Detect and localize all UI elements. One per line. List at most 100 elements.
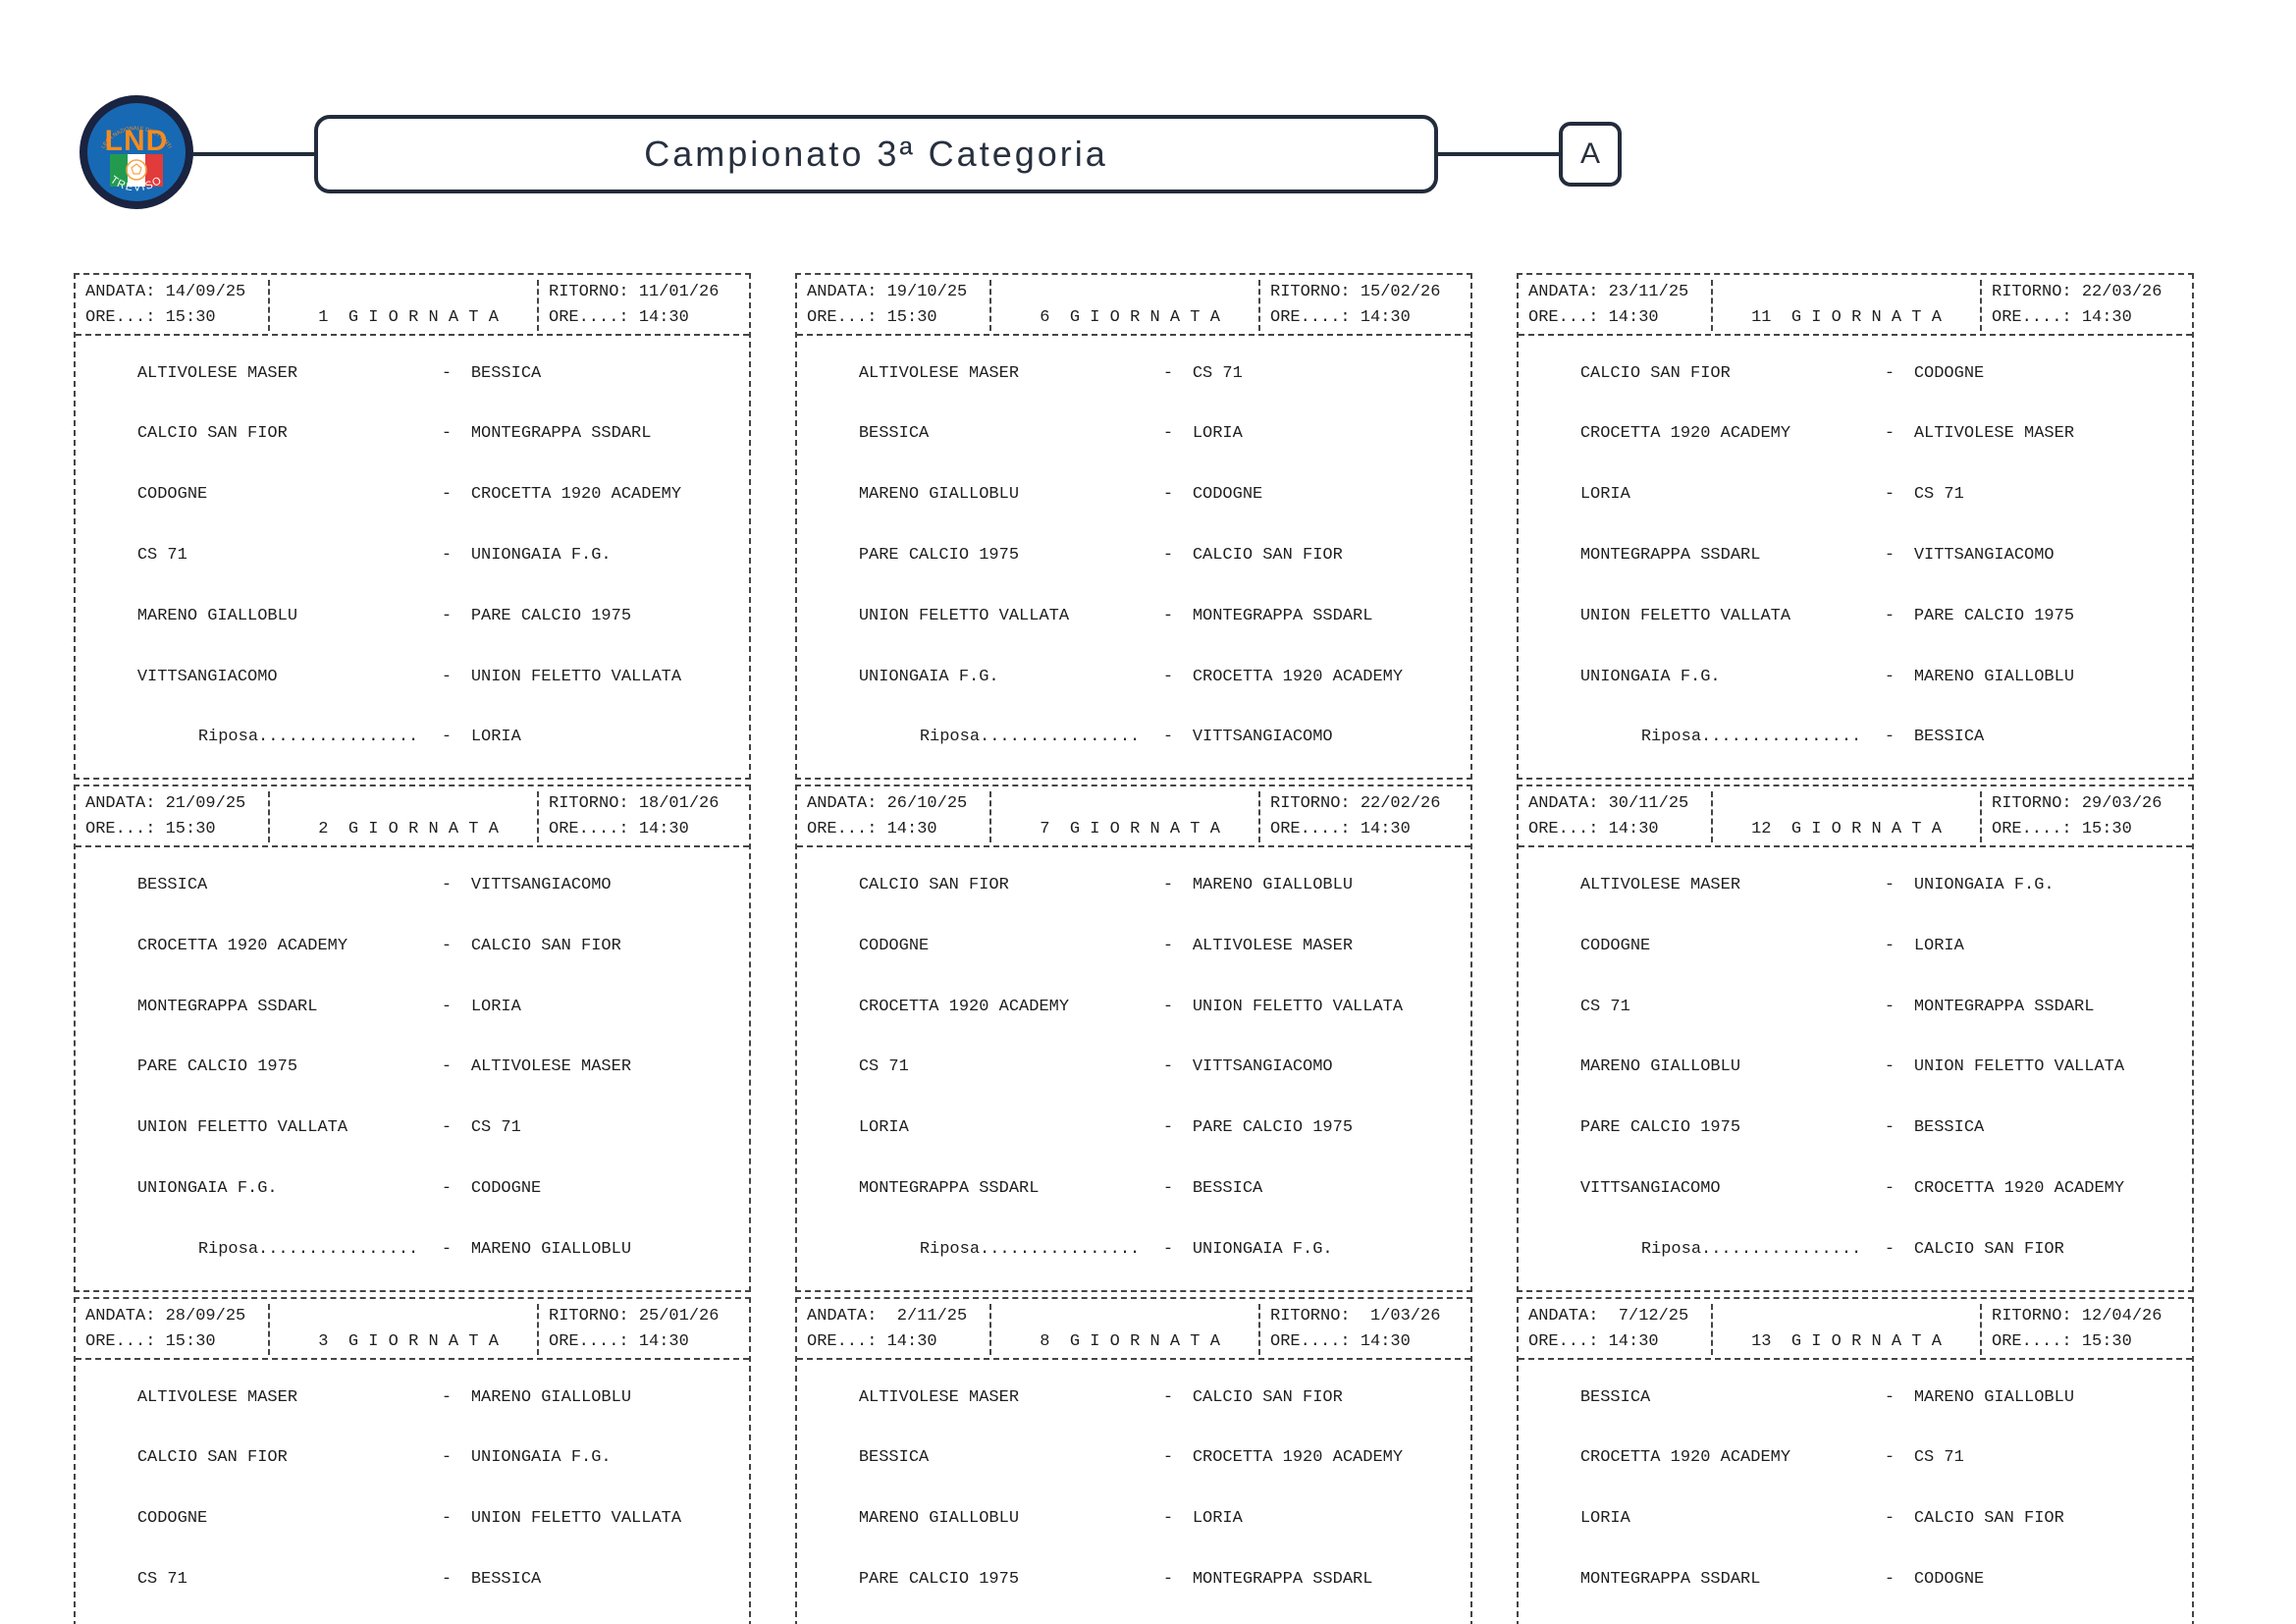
ritorno-date: 22/02/26 xyxy=(1360,794,1441,814)
match-dash: - xyxy=(441,1387,453,1407)
giornata-cell: 2 G I O R N A T A xyxy=(270,791,537,842)
home-team: VITTSANGIACOMO xyxy=(136,667,278,686)
match-row: UNION FELETTO VALLATA - MONTEGRAPPA SSDARL xyxy=(819,586,1470,647)
away-team: LORIA xyxy=(1192,424,1243,444)
giornata-cell: 12 G I O R N A T A xyxy=(1713,791,1980,842)
match-dash: - xyxy=(1884,424,1896,444)
round-header: ANDATA: 23/11/25 ORE...: 14:30 11 G I O R N… xyxy=(1519,275,2192,336)
home-team: BESSICA xyxy=(136,876,208,895)
girone-badge: A xyxy=(1559,122,1622,187)
ritorno-time-label: ORE....: xyxy=(1992,1331,2072,1351)
match-dash: - xyxy=(1162,1448,1174,1468)
match-row: MARENO GIALLOBLU - LORIA xyxy=(819,1489,1470,1550)
away-team: MARENO GIALLOBLU xyxy=(1913,667,2075,686)
match-row: UNIONGAIA F.G. - MARENO GIALLOBLU xyxy=(1540,647,2192,708)
giornata-cell: 7 G I O R N A T A xyxy=(991,791,1258,842)
andata-time-label: ORE...: xyxy=(807,1331,878,1351)
round-matches: CALCIO SAN FIOR - MARENO GIALLOBLU CODOGNE… xyxy=(797,847,1470,1289)
match-row: BESSICA - CROCETTA 1920 ACADEMY xyxy=(819,1429,1470,1489)
match-row: MARENO GIALLOBLU - UNION FELETTO VALLATA xyxy=(1540,1038,2192,1099)
giornata-number: 11 xyxy=(1751,308,1772,327)
round-matches: BESSICA - VITTSANGIACOMO CROCETTA 1920 ACA… xyxy=(76,847,749,1289)
riposa-label: Riposa................ xyxy=(919,728,1141,747)
ritorno-time: 14:30 xyxy=(2081,308,2132,327)
ritorno-time: 15:30 xyxy=(2081,820,2132,839)
match-row: UNION FELETTO VALLATA-UNIONGAIA F.G. xyxy=(819,1610,1470,1624)
andata-cell: ANDATA: 23/11/25 ORE...: 14:30 xyxy=(1519,280,1713,331)
andata-time: 15:30 xyxy=(165,308,216,327)
ritorno-cell: RITORNO: 12/04/26 ORE....: 15:30 xyxy=(1980,1303,2192,1355)
ritorno-label: RITORNO: xyxy=(1270,1306,1351,1326)
match-row: UNION FELETTO VALLATA-ALTIVOLESE MASER xyxy=(1540,1610,2192,1624)
round-box: ANDATA: 30/11/25 ORE...: 14:30 12 G I O R N… xyxy=(1517,785,2194,1292)
andata-cell: ANDATA: 21/09/25 ORE...: 15:30 xyxy=(76,791,270,843)
match-dash: - xyxy=(1162,667,1174,686)
giornata-label: G I O R N A T A xyxy=(347,820,499,839)
away-team: PARE CALCIO 1975 xyxy=(470,606,632,625)
ritorno-time: 14:30 xyxy=(1360,820,1411,839)
away-team: CROCETTA 1920 ACADEMY xyxy=(1192,667,1404,686)
andata-date: 21/09/25 xyxy=(165,794,246,814)
home-team: CS 71 xyxy=(1579,997,1630,1016)
away-team: CALCIO SAN FIOR xyxy=(1913,1239,2064,1259)
ritorno-time-label: ORE....: xyxy=(1270,308,1351,327)
giornata-number: 12 xyxy=(1751,820,1772,839)
match-row: ALTIVOLESE MASER - UNIONGAIA F.G. xyxy=(1540,855,2192,916)
home-team: UNION FELETTO VALLATA xyxy=(858,606,1070,625)
home-team: UNIONGAIA F.G. xyxy=(1579,667,1721,686)
connector-line-left xyxy=(192,152,314,156)
round-box: ANDATA: 21/09/25 ORE...: 15:30 2 G I O R N … xyxy=(74,785,751,1292)
andata-date: 23/11/25 xyxy=(1608,283,1689,301)
match-row: ALTIVOLESE MASER - CALCIO SAN FIOR xyxy=(819,1368,1470,1429)
andata-label: ANDATA: xyxy=(1528,794,1599,814)
match-dash: - xyxy=(441,1118,453,1138)
andata-cell: ANDATA: 30/11/25 ORE...: 14:30 xyxy=(1519,791,1713,843)
andata-time-label: ORE...: xyxy=(1528,1331,1599,1351)
round-box: ANDATA: 2/11/25 ORE...: 14:30 8 G I O R N A… xyxy=(795,1296,1472,1624)
title-box: Campionato 3ª Categoria xyxy=(314,115,1438,193)
away-team: LORIA xyxy=(470,728,521,747)
andata-date: 2/11/25 xyxy=(896,1306,968,1326)
match-row: MONTEGRAPPA SSDARL - BESSICA xyxy=(819,1159,1470,1219)
match-dash: - xyxy=(441,1239,453,1259)
match-row: CODOGNE - ALTIVOLESE MASER xyxy=(819,916,1470,977)
match-dash: - xyxy=(1884,1057,1896,1077)
match-dash: - xyxy=(441,363,453,383)
ritorno-time-label: ORE....: xyxy=(549,820,629,839)
round-matches: BESSICA - MARENO GIALLOBLU CROCETTA 1920 A… xyxy=(1519,1360,2192,1624)
page-title: Campionato 3ª Categoria xyxy=(644,134,1108,174)
match-row: PARE CALCIO 1975 - MONTEGRAPPA SSDARL xyxy=(819,1549,1470,1610)
ritorno-label: RITORNO: xyxy=(1270,283,1351,301)
andata-time: 14:30 xyxy=(886,820,937,839)
match-dash: - xyxy=(1162,363,1174,383)
round-box: ANDATA: 26/10/25 ORE...: 14:30 7 G I O R N … xyxy=(795,785,1472,1292)
andata-time: 15:30 xyxy=(165,1331,216,1351)
match-row: PARE CALCIO 1975 - BESSICA xyxy=(1540,1099,2192,1160)
andata-time: 14:30 xyxy=(1608,308,1659,327)
home-team: LORIA xyxy=(1579,1509,1630,1529)
lnd-logo-graphic: LEGA NAZIONALE DILETTANTI LND TREVISO xyxy=(80,95,193,209)
andata-time: 15:30 xyxy=(886,308,937,327)
riposa-label: Riposa................ xyxy=(197,1239,419,1259)
andata-time-label: ORE...: xyxy=(85,308,156,327)
andata-time-label: ORE...: xyxy=(85,1331,156,1351)
round-box: ANDATA: 23/11/25 ORE...: 14:30 11 G I O R N… xyxy=(1517,273,2194,781)
andata-time-label: ORE...: xyxy=(807,308,878,327)
andata-cell: ANDATA: 14/09/25 ORE...: 15:30 xyxy=(76,280,270,331)
match-dash: - xyxy=(1884,728,1896,747)
home-team: LORIA xyxy=(858,1118,909,1138)
riposa-label: Riposa................ xyxy=(1640,1239,1862,1259)
rounds-grid: ANDATA: 14/09/25 ORE...: 15:30 1 G I O R N … xyxy=(74,273,2194,1624)
match-row: CALCIO SAN FIOR - UNIONGAIA F.G. xyxy=(97,1429,749,1489)
andata-label: ANDATA: xyxy=(807,794,878,814)
match-row: MARENO GIALLOBLU - CODOGNE xyxy=(819,465,1470,526)
andata-cell: ANDATA: 19/10/25 ORE...: 15:30 xyxy=(797,280,991,331)
home-team: PARE CALCIO 1975 xyxy=(1579,1118,1741,1138)
ritorno-cell: RITORNO: 18/01/26 ORE....: 14:30 xyxy=(537,791,749,843)
ritorno-cell: RITORNO: 1/03/26 ORE....: 14:30 xyxy=(1258,1303,1470,1355)
match-row: CS 71 - UNIONGAIA F.G. xyxy=(97,525,749,586)
match-dash: - xyxy=(441,545,453,565)
home-team: CALCIO SAN FIOR xyxy=(136,1448,288,1468)
giornata-number: 3 xyxy=(318,1331,329,1351)
home-team: CALCIO SAN FIOR xyxy=(858,876,1009,895)
